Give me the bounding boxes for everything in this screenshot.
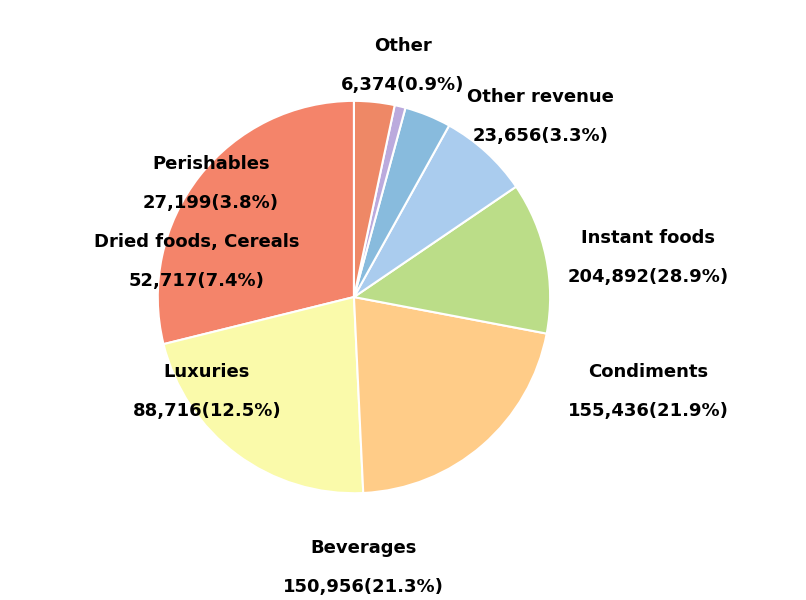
Text: 6,374(0.9%): 6,374(0.9%) [341, 76, 465, 94]
Text: Instant foods: Instant foods [581, 229, 715, 247]
Wedge shape [354, 108, 449, 297]
Text: Other revenue: Other revenue [467, 88, 613, 106]
Wedge shape [158, 101, 354, 344]
Wedge shape [354, 297, 546, 493]
Text: 23,656(3.3%): 23,656(3.3%) [472, 127, 609, 145]
Text: 155,436(21.9%): 155,436(21.9%) [567, 402, 729, 420]
Text: Dried foods, Cereals: Dried foods, Cereals [94, 233, 300, 251]
Text: Beverages: Beverages [310, 539, 417, 557]
Text: Condiments: Condiments [588, 362, 708, 380]
Wedge shape [354, 187, 550, 334]
Wedge shape [354, 125, 516, 297]
Text: Perishables: Perishables [152, 155, 269, 173]
Wedge shape [354, 105, 405, 297]
Text: Other: Other [374, 37, 432, 55]
Text: 150,956(21.3%): 150,956(21.3%) [284, 578, 444, 596]
Wedge shape [354, 101, 395, 297]
Wedge shape [164, 297, 364, 493]
Text: 204,892(28.9%): 204,892(28.9%) [567, 268, 729, 286]
Text: 27,199(3.8%): 27,199(3.8%) [143, 194, 279, 212]
Text: Luxuries: Luxuries [164, 362, 250, 380]
Text: 52,717(7.4%): 52,717(7.4%) [129, 272, 265, 290]
Text: 88,716(12.5%): 88,716(12.5%) [132, 402, 281, 420]
